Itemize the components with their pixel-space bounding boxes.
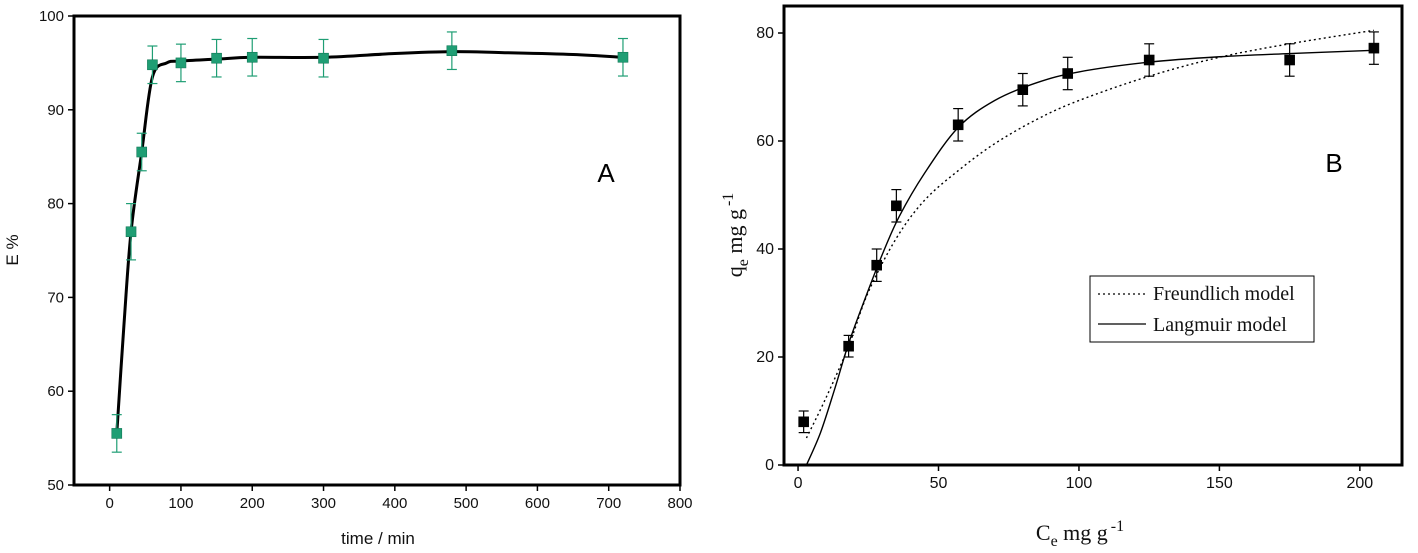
data-point <box>871 259 883 271</box>
langmuir-curve <box>805 49 1374 466</box>
data-point <box>136 146 148 158</box>
x-tick-label: 600 <box>525 495 550 512</box>
panel-a-plot-frame <box>72 14 682 487</box>
data-point <box>891 200 902 212</box>
x-tick-label: 0 <box>794 475 803 492</box>
data-point <box>617 51 629 63</box>
panel-b-x-axis-title: Ce mg g -1 <box>1036 518 1124 550</box>
legend-freundlich-label: Freundlich model <box>1153 283 1295 305</box>
y-tick-label: 0 <box>765 457 774 474</box>
data-point <box>246 51 258 63</box>
data-point <box>125 226 137 238</box>
panel-b-chart: 0 50 100 150 200 0 20 40 60 80 B Freundlich model… <box>720 4 1404 550</box>
data-point <box>1368 42 1380 54</box>
x-title-sub: e <box>1051 533 1058 550</box>
y-title-sup: -1 <box>720 193 737 206</box>
y-tick-label: 100 <box>39 8 64 25</box>
x-tick-label: 700 <box>596 495 621 512</box>
x-title-sup: -1 <box>1111 518 1124 535</box>
data-point <box>1284 54 1295 66</box>
x-title-rest: mg g <box>1058 520 1108 545</box>
y-title-main: q <box>722 266 747 277</box>
panel-b-data-layer <box>798 29 1380 466</box>
x-tick-label: 150 <box>1206 475 1233 492</box>
panel-a-data-layer <box>111 31 629 453</box>
fit-curve <box>115 50 624 434</box>
data-point <box>843 340 854 352</box>
data-point <box>147 59 158 71</box>
panel-b-axis-ticks: 0 50 100 150 200 0 20 40 60 80 <box>756 25 1373 492</box>
data-point <box>798 416 809 428</box>
panel-b-plot-frame <box>782 4 1404 467</box>
x-tick-label: 50 <box>930 475 948 492</box>
x-tick-label: 0 <box>105 495 113 512</box>
panel-a-axis-ticks: 0 100 200 300 400 500 600 700 800 50 60 70 80 90 100 <box>39 8 693 512</box>
x-tick-label: 200 <box>1347 475 1374 492</box>
data-point <box>211 52 222 64</box>
panel-a-chart: 0 100 200 300 400 500 600 700 800 50 60 70 80 90 100 A… <box>3 8 693 548</box>
y-tick-label: 90 <box>47 102 64 119</box>
x-tick-label: 200 <box>240 495 265 512</box>
freundlich-curve <box>805 29 1375 439</box>
y-tick-label: 20 <box>756 349 774 366</box>
x-tick-label: 800 <box>667 495 692 512</box>
data-point <box>446 45 458 57</box>
x-tick-label: 300 <box>311 495 336 512</box>
y-tick-label: 70 <box>47 289 64 306</box>
x-title-main: C <box>1036 520 1051 545</box>
data-point <box>175 57 187 69</box>
y-tick-label: 80 <box>47 196 64 213</box>
panel-b-y-axis-title: qe mg g -1 <box>720 193 752 278</box>
x-tick-label: 500 <box>454 495 479 512</box>
data-point <box>952 119 964 131</box>
panel-b-legend: Freundlich model Langmuir model <box>1089 275 1315 343</box>
y-tick-label: 80 <box>756 25 774 42</box>
legend-box <box>1089 275 1315 343</box>
panel-a-x-axis-title: time / min <box>341 529 415 548</box>
data-point <box>111 428 123 439</box>
y-tick-label: 60 <box>47 383 64 400</box>
legend-langmuir-label: Langmuir model <box>1153 314 1287 336</box>
panel-b-label: B <box>1325 148 1342 178</box>
data-point <box>318 52 329 64</box>
panel-a-label: A <box>597 158 615 188</box>
y-title-sub: e <box>735 259 752 266</box>
y-tick-label: 40 <box>756 241 774 258</box>
x-tick-label: 400 <box>382 495 407 512</box>
x-tick-label: 100 <box>168 495 193 512</box>
y-tick-label: 60 <box>756 133 774 150</box>
data-point <box>1062 68 1074 79</box>
y-tick-label: 50 <box>47 477 64 494</box>
data-point <box>1017 84 1029 95</box>
panel-a-y-axis-title: E % <box>3 234 22 265</box>
data-point <box>1143 54 1155 66</box>
x-tick-label: 100 <box>1066 475 1093 492</box>
y-title-rest: mg g <box>722 209 747 259</box>
